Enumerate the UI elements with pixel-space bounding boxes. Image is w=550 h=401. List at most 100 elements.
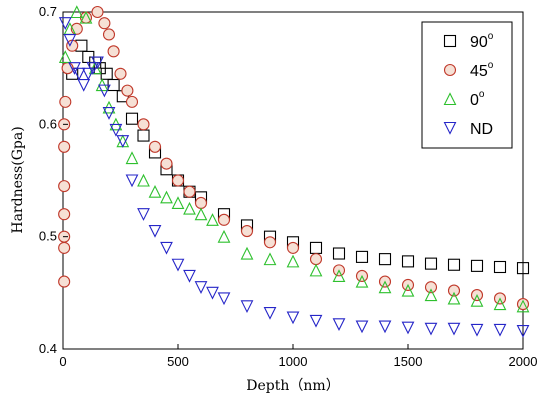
data-point-series-1 [286,241,300,254]
data-point-series-0 [125,112,139,125]
data-point-series-1 [194,196,208,210]
data-point-series-1 [121,84,134,97]
data-point-series-0 [470,259,484,272]
data-point-series-2 [286,254,300,268]
data-point-series-2 [401,283,415,297]
data-point-series-1 [137,118,150,131]
data-point-series-0 [355,250,369,263]
data-point-series-1 [125,95,139,108]
data-point-series-3 [77,78,91,92]
data-point-series-3 [109,123,123,137]
data-point-series-2 [263,252,277,266]
data-point-series-2 [516,299,530,313]
data-point-series-3 [137,208,150,221]
data-point-series-3 [401,321,415,335]
data-point-series-3 [194,281,208,294]
data-point-series-1 [171,174,185,187]
legend-superscript-2: o [479,89,485,100]
data-point-series-0 [424,257,438,270]
data-point-series-1 [309,253,323,266]
data-point-series-3 [286,311,300,325]
data-point-series-2 [70,5,84,19]
x-tick-label: 0 [59,354,66,369]
data-point-series-3 [217,292,231,306]
x-tick-label: 500 [167,354,189,369]
data-point-series-3 [81,67,95,81]
data-point-series-1 [58,208,71,221]
data-point-series-3 [72,67,86,81]
data-point-series-1 [58,241,71,254]
data-point-series-2 [125,151,139,165]
legend-box [421,21,513,149]
legend-superscript-0: o [488,31,494,42]
data-point-series-1 [424,281,438,294]
data-point-series-3 [183,269,196,283]
data-point-series-3 [516,324,530,338]
data-point-series-3 [240,300,254,314]
data-point-series-3 [378,320,392,334]
data-point-series-2 [217,229,231,243]
data-point-series-3 [63,34,77,47]
data-point-series-3 [58,17,72,30]
data-point-series-2 [493,297,507,311]
data-point-series-3 [86,62,100,75]
data-point-series-1 [58,275,71,288]
y-axis-title: Hardness(Gpa) [10,126,26,233]
data-point-series-2 [160,190,173,204]
data-point-series-0 [516,262,530,275]
data-point-series-0 [332,247,346,260]
data-point-series-2 [116,134,130,148]
legend-superscript-1: o [488,60,494,71]
data-point-series-2 [355,274,369,288]
data-point-series-2 [206,213,219,226]
data-point-series-2 [171,196,185,210]
data-point-series-2 [470,293,484,307]
data-point-series-3 [493,323,507,337]
data-point-series-1 [160,157,173,170]
data-point-series-0 [493,260,507,274]
data-point-series-3 [125,174,139,188]
data-point-series-1 [107,45,120,58]
y-tick-label: 0.5 [39,229,57,244]
data-point-series-1 [59,95,72,108]
data-point-series-1 [114,67,127,80]
data-point-series-3 [98,84,111,98]
data-point-series-3 [309,314,323,328]
data-point-series-3 [424,322,438,336]
data-point-series-1 [102,28,116,41]
data-point-series-2 [58,50,72,63]
plot-points [58,5,530,338]
data-point-series-2 [240,246,254,260]
legend-marker-1 [443,63,457,77]
data-point-series-2 [79,10,93,24]
data-point-series-1 [217,213,231,226]
data-point-series-2 [183,201,196,215]
x-tick-label: 1500 [394,354,423,369]
data-point-series-3 [263,307,277,320]
data-point-series-3 [91,56,104,70]
data-point-series-3 [447,322,461,336]
data-point-series-3 [116,135,130,148]
data-point-series-3 [206,286,219,300]
data-point-series-0 [401,255,415,268]
y-tick-label: 0.7 [39,4,57,19]
legend-marker-3 [443,121,457,135]
data-point-series-1 [263,236,277,249]
data-point-series-0 [378,253,392,266]
data-point-series-2 [447,291,461,305]
data-point-series-3 [102,107,116,120]
data-point-series-3 [148,225,162,238]
data-point-series-2 [309,263,323,277]
axis-ticks: 0 500 1000 1500 2000 0.4 0.5 0.6 0.7 [39,4,538,369]
data-point-series-1 [447,284,461,297]
data-point-series-1 [58,180,71,193]
data-point-series-1 [183,185,196,198]
data-point-series-3 [171,258,185,272]
data-point-series-0 [309,241,323,254]
data-point-series-2 [148,185,162,198]
data-point-series-0 [137,129,150,142]
data-point-series-3 [355,320,369,334]
data-point-series-3 [160,241,173,255]
x-tick-label: 1000 [279,354,308,369]
